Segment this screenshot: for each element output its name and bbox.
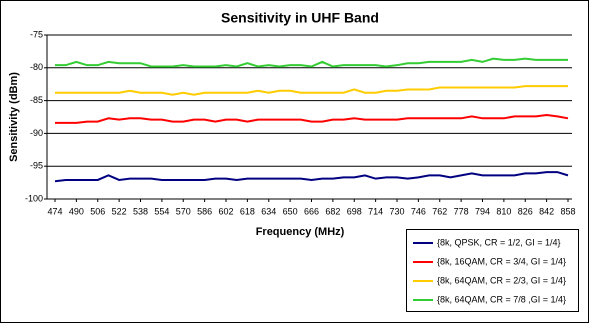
x-tick-label: 762 (432, 206, 447, 216)
y-axis-title: Sensitivity (dBm) (8, 72, 20, 162)
chart-title: Sensitivity in UHF Band (221, 10, 379, 26)
x-tick-label: 474 (47, 206, 62, 216)
x-tick-label: 618 (240, 206, 255, 216)
series-line (55, 57, 568, 68)
series-line (55, 85, 568, 96)
x-tick-label: 858 (560, 206, 575, 216)
x-tick-label: 634 (261, 206, 276, 216)
x-tick-label: 506 (90, 206, 105, 216)
x-tick-label: 810 (496, 206, 511, 216)
legend-label: {8k, 64QAM, CR = 2/3, GI = 1/4} (437, 275, 566, 285)
legend-label: {8k, QPSK, CR = 1/2, GI = 1/4} (437, 237, 561, 247)
x-tick-label: 826 (518, 206, 533, 216)
x-tick-label: 730 (389, 206, 404, 216)
series-line (55, 114, 569, 124)
y-tick-label: -100 (25, 193, 43, 203)
legend-label: {8k, 64QAM, CR = 7/8 ,GI = 1/4} (437, 294, 566, 304)
legend-label: {8k, 16QAM, CR = 3/4, GI = 1/4} (437, 256, 566, 266)
x-tick-label: 586 (197, 206, 212, 216)
legend-box (406, 229, 579, 312)
x-tick-label: 650 (283, 206, 298, 216)
y-tick-label: -80 (30, 62, 43, 72)
x-tick-label: 698 (347, 206, 362, 216)
x-tick-label: 714 (368, 206, 383, 216)
y-tick-label: -75 (30, 29, 43, 39)
x-tick-label: 682 (325, 206, 340, 216)
x-tick-label: 490 (69, 206, 84, 216)
y-tick-label: -90 (30, 128, 43, 138)
x-tick-label: 522 (112, 206, 127, 216)
x-tick-label: 794 (475, 206, 490, 216)
y-tick-label: -85 (30, 95, 43, 105)
x-tick-label: 666 (304, 206, 319, 216)
x-tick-label: 570 (176, 206, 191, 216)
x-tick-label: 554 (154, 206, 169, 216)
x-tick-label: 746 (411, 206, 426, 216)
x-tick-label: 538 (133, 206, 148, 216)
series-line (54, 171, 569, 183)
x-tick-label: 842 (539, 206, 554, 216)
y-tick-label: -95 (30, 161, 43, 171)
x-tick-label: 778 (454, 206, 469, 216)
x-axis-title: Frequency (MHz) (256, 226, 345, 238)
x-tick-label: 602 (218, 206, 233, 216)
